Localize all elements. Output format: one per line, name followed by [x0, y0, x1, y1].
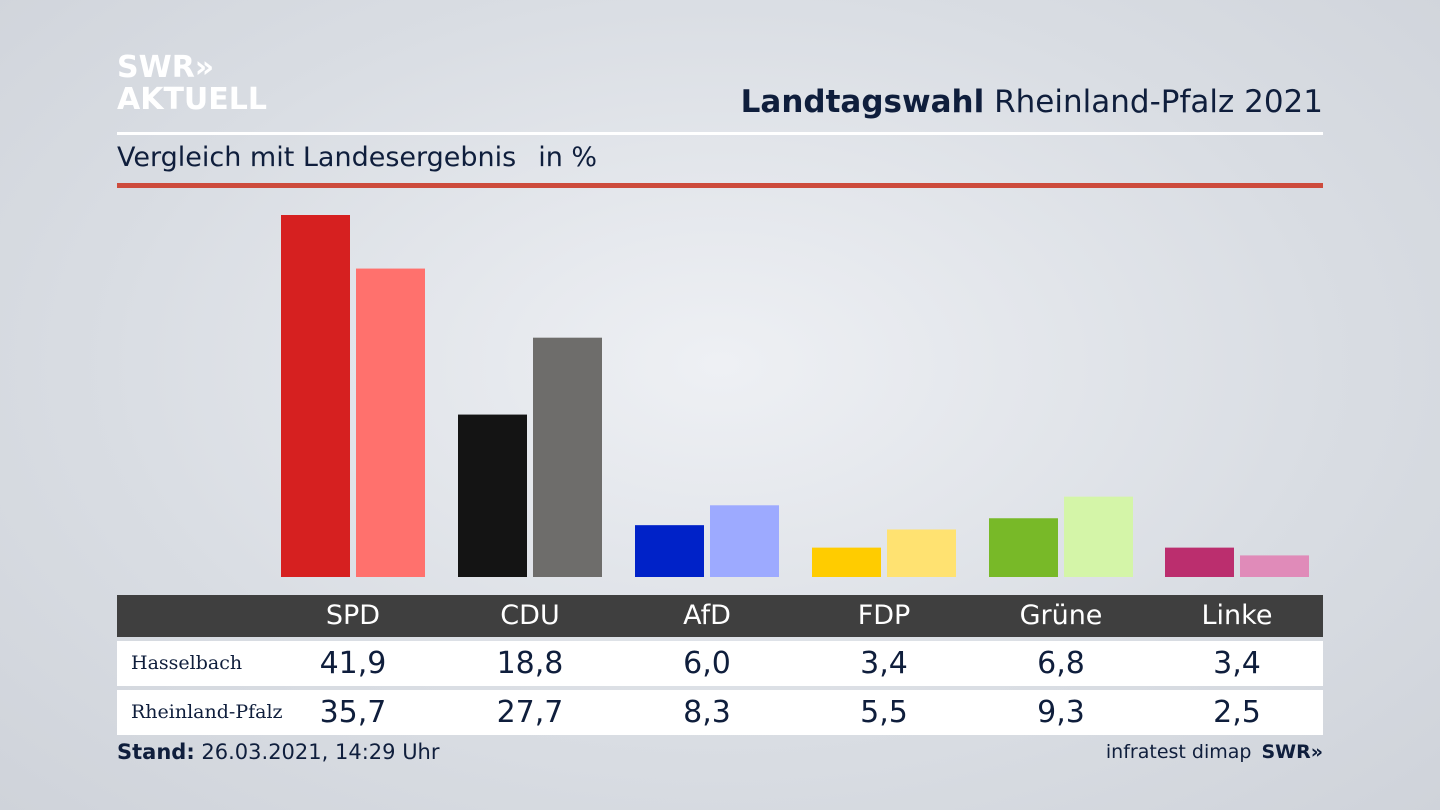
column-header: Linke: [1201, 600, 1273, 631]
column-header: FDP: [857, 600, 911, 631]
header-divider: [117, 132, 1323, 135]
row-label: Hasselbach: [131, 652, 243, 674]
subtitle-unit: in %: [538, 142, 598, 173]
bar-cdu-state: [533, 337, 602, 577]
stand-label: Stand:: [117, 740, 195, 764]
table-cell: 8,3: [683, 695, 731, 730]
table-cell: 3,4: [860, 646, 908, 681]
bar-fdp-state: [887, 529, 956, 577]
column-header: CDU: [500, 600, 560, 631]
row-label: Rheinland-Pfalz: [131, 701, 283, 723]
table-cell: 27,7: [496, 695, 564, 730]
source-brand: SWR»: [1261, 741, 1323, 763]
page-title: Landtagswahl Rheinland-Pfalz 2021: [741, 84, 1323, 120]
bar-afd-local: [635, 525, 704, 577]
table-cell: 9,3: [1037, 695, 1085, 730]
stand-value: 26.03.2021, 14:29 Uhr: [201, 740, 440, 764]
logo-line-1: SWR»: [117, 50, 215, 85]
accent-divider: [117, 183, 1323, 188]
bar-grne-state: [1064, 496, 1133, 577]
bar-fdp-local: [812, 547, 881, 577]
source-credit: infratest dimap SWR»: [1106, 741, 1323, 763]
chart-subtitle: Vergleich mit Landesergebnis in %: [117, 142, 597, 173]
bar-spd-state: [356, 268, 425, 577]
bar-grne-local: [989, 518, 1058, 577]
table-row: Rheinland-Pfalz 35,7 27,7 8,3 5,5 9,3 2,5: [117, 690, 1323, 735]
table-cell: 6,0: [683, 646, 731, 681]
table-cell: 6,8: [1037, 646, 1085, 681]
title-bold: Landtagswahl: [740, 84, 985, 120]
column-header: AfD: [683, 600, 731, 631]
title-rest: Rheinland-Pfalz 2021: [994, 84, 1323, 120]
bar-spd-local: [281, 215, 350, 577]
subtitle-text: Vergleich mit Landesergebnis: [117, 142, 517, 173]
bar-linke-local: [1165, 547, 1234, 577]
table-header: SPD CDU AfD FDP Grüne Linke: [117, 595, 1323, 637]
bar-cdu-local: [458, 414, 527, 577]
results-table: SPD CDU AfD FDP Grüne Linke Hasselbach 41,9 18…: [117, 595, 1323, 735]
table-cell: 3,4: [1213, 646, 1261, 681]
table-cell: 5,5: [860, 695, 908, 730]
bar-linke-state: [1240, 555, 1309, 577]
source-text: infratest dimap: [1105, 741, 1252, 763]
table-cell: 18,8: [496, 646, 564, 681]
column-header: SPD: [325, 600, 381, 631]
bar-afd-state: [710, 505, 779, 577]
swr-aktuell-logo: SWR» AKTUELL: [117, 52, 267, 116]
table-cell: 35,7: [319, 695, 387, 730]
logo-line-2: AKTUELL: [117, 82, 268, 117]
bar-chart: [281, 215, 1309, 577]
table-cell: 2,5: [1213, 695, 1261, 730]
timestamp: Stand: 26.03.2021, 14:29 Uhr: [117, 740, 440, 764]
table-cell: 41,9: [319, 646, 387, 681]
column-header: Grüne: [1019, 600, 1103, 631]
table-row: Hasselbach 41,9 18,8 6,0 3,4 6,8 3,4: [117, 641, 1323, 686]
